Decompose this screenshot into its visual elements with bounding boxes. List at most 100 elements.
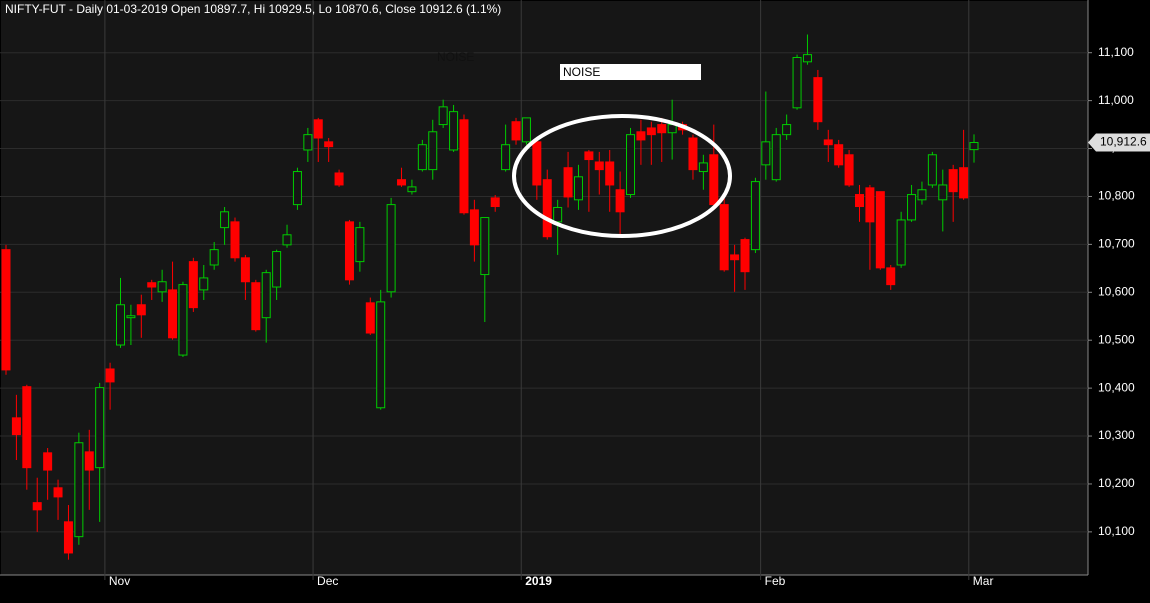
candle-body [407, 186, 417, 193]
candle-body [334, 172, 344, 186]
candle-body [188, 261, 198, 309]
candle-body [136, 304, 146, 316]
candle-body [896, 219, 906, 266]
candle-body [459, 119, 469, 214]
candle-body [875, 191, 885, 269]
annotation: NOISE [437, 50, 474, 64]
candles [1, 34, 979, 560]
candle-body [449, 111, 459, 151]
candle-body [230, 221, 240, 259]
candle-body [855, 194, 865, 208]
x-tick-label: 2019 [525, 574, 552, 588]
candle-body [1, 249, 11, 371]
candle-body [865, 187, 875, 223]
y-tick-label: 10,300 [1098, 428, 1135, 442]
candle-body [834, 144, 844, 166]
y-tick-label: 10,500 [1098, 332, 1135, 346]
candle-body [365, 302, 375, 334]
x-tick-label: Mar [973, 574, 994, 588]
candle-body [428, 131, 438, 171]
candle-body [282, 234, 292, 246]
candle-body [709, 154, 719, 206]
candle-body [313, 119, 323, 139]
candle-body [209, 249, 219, 266]
candle-body [480, 217, 490, 276]
candle-body [355, 227, 365, 263]
candle-body [376, 301, 386, 409]
candle-body [730, 254, 740, 261]
candle-body [615, 189, 625, 213]
y-tick-label: 10,200 [1098, 476, 1135, 490]
candle-body [802, 54, 812, 63]
candle-body [178, 284, 188, 356]
candle-body [698, 162, 708, 173]
candle-body [43, 452, 53, 471]
candle-body [157, 281, 167, 293]
candle-body [532, 141, 542, 186]
candle-body [740, 239, 750, 273]
candle-body [397, 179, 407, 186]
annotation-box [560, 64, 701, 80]
candle-body [95, 387, 105, 469]
chart-title: NIFTY-FUT - Daily 01-03-2019 Open 10897.… [5, 2, 501, 16]
candle-body [261, 272, 271, 319]
y-tick-label: 10,100 [1098, 524, 1135, 538]
y-tick-label: 10,700 [1098, 237, 1135, 251]
candle-body [469, 209, 479, 246]
candle-body [240, 257, 250, 283]
candle-body [272, 251, 282, 288]
last-price-tag [1088, 133, 1150, 152]
candle-body [584, 151, 594, 161]
candle-body [22, 386, 32, 469]
candle-body [917, 189, 927, 201]
candle-body [521, 117, 531, 143]
candle-body [719, 204, 729, 271]
highlight-ellipse [512, 114, 732, 238]
candle-body [511, 121, 521, 141]
candle-body [74, 442, 84, 538]
y-tick-label: 10,600 [1098, 284, 1135, 298]
candle-body [63, 521, 73, 554]
x-tick-label: Nov [109, 574, 130, 588]
candle-body [84, 451, 94, 471]
x-tick-label: Dec [317, 574, 338, 588]
x-tick-label: Feb [765, 574, 786, 588]
candle-body [199, 277, 209, 291]
annotation: NOISE [563, 65, 600, 79]
candle-body [147, 282, 157, 288]
candle-body [688, 137, 698, 171]
candle-body [115, 304, 125, 346]
candle-body [344, 221, 354, 281]
candle-body [303, 134, 313, 151]
candle-body [220, 211, 230, 229]
candle-body [542, 179, 552, 238]
candle-body [251, 282, 261, 331]
candle-body [646, 127, 656, 136]
candle-body [813, 77, 823, 123]
candle-body [823, 139, 833, 146]
candle-body [594, 161, 604, 171]
candle-body [969, 142, 979, 151]
candle-body [563, 167, 573, 198]
candle-body [959, 167, 969, 199]
y-tick-label: 11,000 [1098, 93, 1134, 107]
candle-body [292, 171, 302, 206]
candle-body [907, 194, 917, 221]
y-tick-label: 11,100 [1098, 45, 1134, 59]
candle-body [938, 184, 948, 201]
candle-body [553, 206, 563, 223]
candle-body [490, 197, 500, 208]
candle-body [886, 267, 896, 286]
y-tick-label: 10,400 [1098, 380, 1135, 394]
candle-body [636, 131, 646, 141]
candle-body [501, 144, 511, 171]
candle-body [573, 176, 583, 201]
candle-body [32, 502, 42, 511]
y-tick-label: 10,800 [1098, 189, 1135, 203]
grid [0, 0, 1088, 580]
candle-body [53, 487, 63, 498]
candle-body [844, 154, 854, 186]
candle-body [927, 154, 937, 186]
candle-body [782, 124, 792, 136]
